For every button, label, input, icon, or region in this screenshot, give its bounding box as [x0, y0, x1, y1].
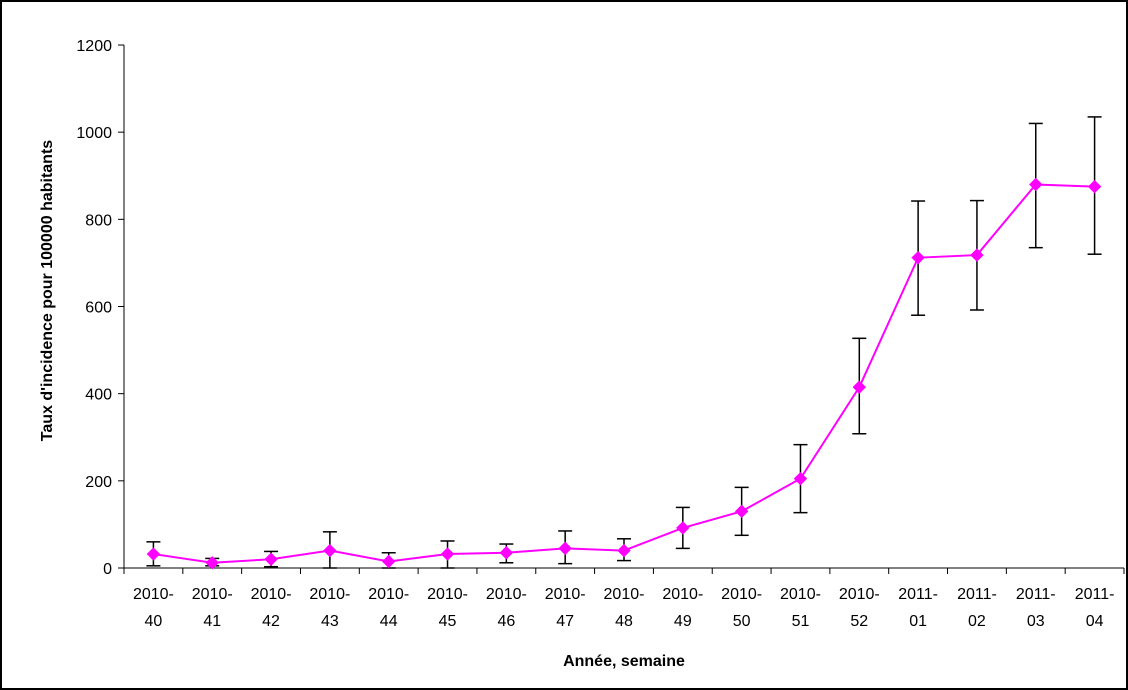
x-tick-label: 2011-04: [1075, 586, 1115, 630]
axes: [123, 45, 1124, 569]
x-tick-label: 2011-01: [898, 586, 938, 630]
y-axis-ticks: 0 200 400 600 800 1000 1200: [76, 38, 124, 578]
y-tick-label: 600: [85, 300, 112, 317]
x-axis-ticks: 2010-40 2010-41 2010-42 2010-43 2010-44 2010-…: [123, 568, 1125, 630]
x-tick-label: 2010-48: [604, 586, 645, 630]
x-tick-label: 2010-42: [251, 586, 292, 630]
x-tick-label: 2010-50: [721, 586, 762, 630]
y-tick-label: 200: [85, 474, 112, 491]
data-point: [205, 556, 219, 570]
x-tick-label: 2010-46: [486, 586, 527, 630]
data-point: [499, 546, 514, 560]
x-tick-label: 2011-02: [957, 586, 997, 630]
x-tick-label: 2010-49: [662, 586, 703, 630]
y-tick-label: 800: [85, 212, 112, 229]
data-point: [793, 471, 808, 486]
x-tick-label: 2010-41: [192, 586, 233, 630]
x-tick-label: 2011-03: [1016, 586, 1056, 630]
data-point: [323, 543, 337, 558]
data-point: [676, 521, 690, 535]
data-point: [911, 250, 925, 265]
x-tick-label: 2010-45: [427, 586, 468, 630]
y-tick-label: 0: [103, 561, 112, 578]
data-point: [440, 547, 455, 561]
x-tick-label: 2010-51: [780, 586, 821, 630]
data-point: [146, 547, 161, 561]
x-axis-title: Année, semaine: [563, 653, 685, 670]
x-tick-label: 2010-43: [309, 586, 350, 630]
data-point: [617, 543, 631, 558]
data-point: [558, 541, 572, 556]
data-point: [852, 380, 867, 394]
data-point: [734, 504, 749, 519]
data-point: [1029, 177, 1043, 192]
x-tick-label: 2010-52: [839, 586, 880, 630]
y-axis-title: Taux d'incidence pour 100000 habitants: [39, 140, 56, 441]
y-tick-label: 400: [85, 387, 112, 404]
error-bars: [146, 116, 1102, 569]
y-tick-label: 1200: [76, 38, 112, 55]
x-tick-label: 2010-40: [133, 586, 174, 630]
series-line: [153, 183, 1095, 564]
data-point: [970, 248, 984, 262]
data-point: [381, 554, 396, 569]
x-tick-label: 2010-47: [545, 586, 586, 630]
data-point: [264, 552, 278, 566]
x-tick-label: 2010-44: [368, 586, 409, 630]
y-tick-label: 1000: [76, 125, 112, 142]
series-markers: [146, 177, 1102, 570]
data-point: [1087, 179, 1102, 194]
